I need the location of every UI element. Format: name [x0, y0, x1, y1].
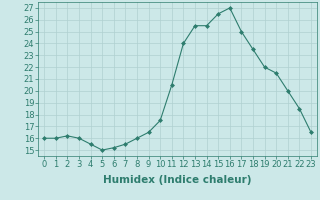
X-axis label: Humidex (Indice chaleur): Humidex (Indice chaleur) — [103, 175, 252, 185]
